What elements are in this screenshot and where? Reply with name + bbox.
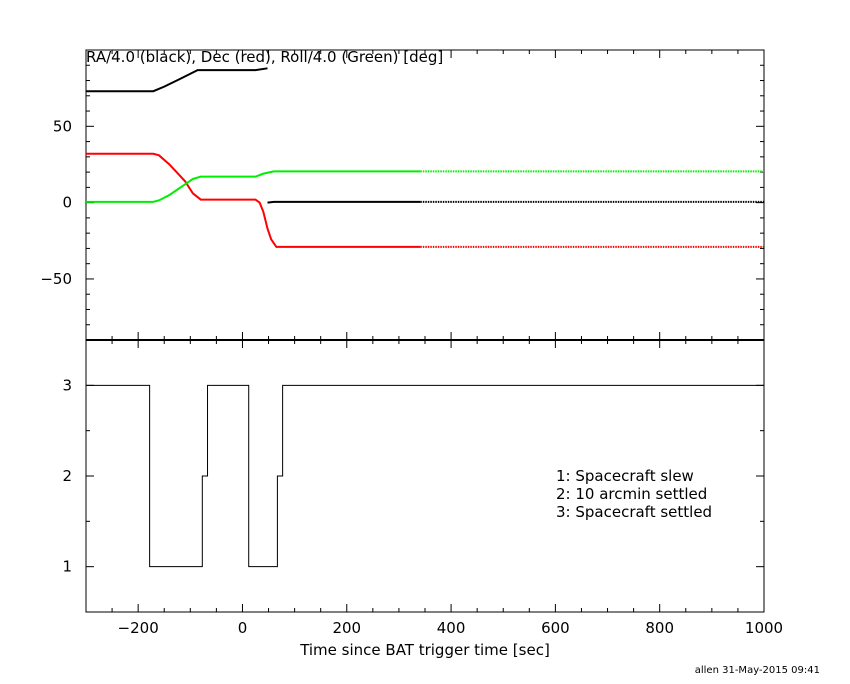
- x-tick-label: 1000: [745, 619, 783, 637]
- legend-entry-3: 3: Spacecraft settled: [556, 503, 712, 521]
- top-y-tick-label: 0: [62, 194, 72, 212]
- top-y-tick-label: −50: [40, 270, 72, 288]
- x-axis-label: Time since BAT trigger time [sec]: [299, 641, 550, 659]
- legend: 1: Spacecraft slew 2: 10 arcmin settled …: [556, 467, 712, 521]
- legend-entry-2: 2: 10 arcmin settled: [556, 485, 707, 503]
- x-tick-label: −200: [118, 619, 159, 637]
- x-tick-label: 0: [238, 619, 248, 637]
- bottom-y-tick-label: 2: [62, 467, 72, 485]
- top-panel-title: RA/4.0 (black), Dec (red), Roll/4.0 (Gre…: [86, 48, 443, 66]
- footer-credit: allen 31-May-2015 09:41: [695, 665, 820, 676]
- x-tick-label: 800: [645, 619, 674, 637]
- series-roll--line: [86, 170, 421, 203]
- settle-status-step-line: [86, 384, 764, 568]
- series-dec-line: [86, 152, 421, 248]
- x-tick-label: 400: [437, 619, 466, 637]
- x-tick-label: 200: [332, 619, 361, 637]
- top-y-tick-label: 50: [53, 117, 72, 135]
- bottom-y-tick-label: 1: [62, 558, 72, 576]
- x-tick-label: 600: [541, 619, 570, 637]
- series-ra--line: [267, 200, 421, 204]
- legend-entry-1: 1: Spacecraft slew: [556, 467, 694, 485]
- series-ra--line: [86, 67, 268, 93]
- top-panel-frame: [85, 49, 765, 341]
- bottom-y-tick-label: 3: [62, 376, 72, 394]
